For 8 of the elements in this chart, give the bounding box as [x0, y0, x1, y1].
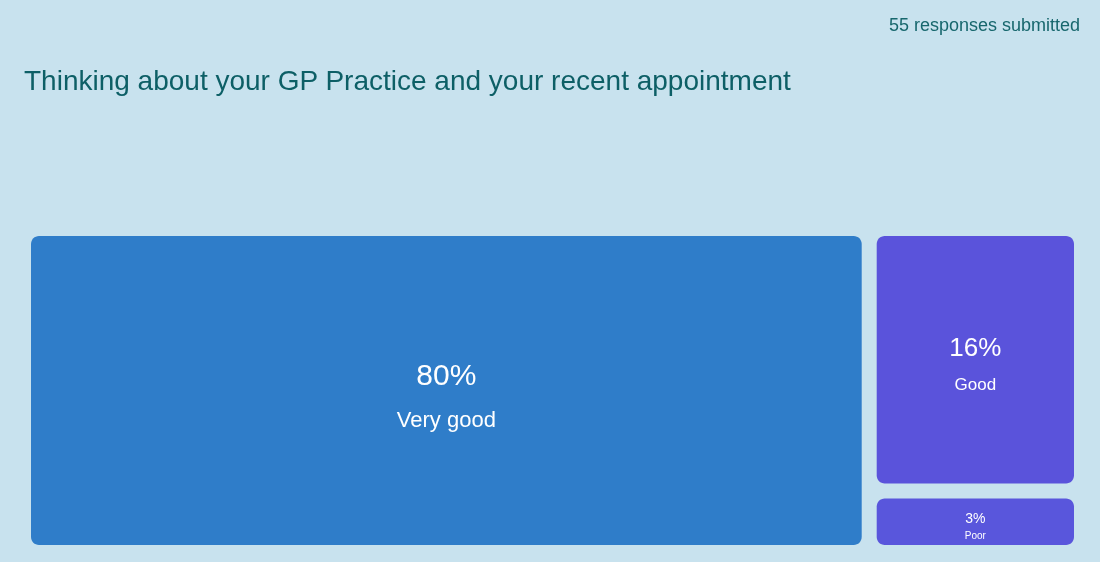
category-label: Poor	[964, 529, 987, 541]
data-label: 16%	[949, 331, 1002, 362]
text: 55 responses submitted	[888, 15, 1080, 35]
data-label: 3%	[965, 509, 986, 526]
data-label: 80%	[416, 357, 477, 391]
text: Thinking about your GP Practice and your recent appointment	[24, 65, 792, 96]
category-label: Good	[954, 374, 997, 394]
category-label: Very good	[396, 406, 496, 432]
